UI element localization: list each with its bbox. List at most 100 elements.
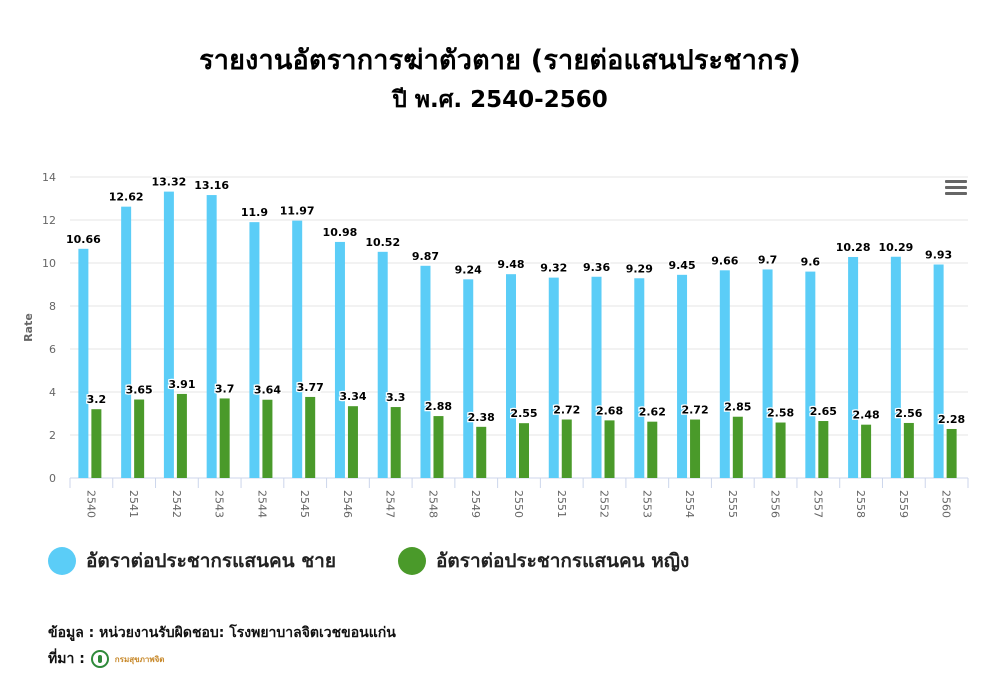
x-tick-label: 2540	[84, 490, 97, 518]
chart-subtitle: ปี พ.ศ. 2540-2560	[392, 87, 608, 113]
x-tick-label: 2560	[940, 490, 953, 518]
x-tick-label: 2541	[127, 490, 140, 518]
data-label: 10.98	[323, 226, 358, 239]
bar-female	[433, 416, 444, 478]
data-label: 9.32	[540, 262, 567, 275]
legend-item-female[interactable]: อัตราต่อประชากรแสนคน หญิง	[398, 546, 689, 576]
y-tick-label: 8	[49, 300, 56, 313]
data-label: 9.6	[801, 256, 821, 269]
x-tick-label: 2551	[555, 490, 568, 518]
x-tick-label: 2558	[854, 490, 867, 518]
bar-male	[719, 270, 730, 478]
bar-male	[163, 191, 174, 478]
bar-male	[377, 251, 388, 478]
data-label: 3.2	[87, 393, 107, 406]
bar-female	[134, 399, 145, 478]
bar-female	[561, 419, 572, 478]
bar-female	[262, 399, 273, 478]
reference-org: กรมสุขภาพจิต	[114, 654, 165, 664]
x-tick-label: 2553	[640, 490, 653, 518]
legend-dot-female	[398, 547, 426, 575]
chart-title: รายงานอัตราการฆ่าตัวตาย (รายต่อแสนประชาก…	[199, 45, 801, 76]
bar-female	[390, 407, 401, 478]
data-label: 2.65	[810, 405, 837, 418]
y-tick-label: 14	[42, 171, 56, 184]
data-label: 11.9	[241, 206, 268, 219]
data-label: 2.62	[639, 406, 666, 419]
bar-male	[78, 248, 89, 478]
bar-male	[548, 277, 559, 478]
data-label: 9.24	[455, 263, 482, 276]
bar-male	[334, 241, 345, 478]
data-label: 2.38	[468, 411, 495, 424]
department-logo-icon	[90, 650, 109, 668]
bar-female	[818, 421, 829, 478]
bar-female	[219, 398, 230, 478]
bar-female	[861, 424, 872, 478]
data-label: 2.58	[767, 407, 794, 420]
legend-label-male: อัตราต่อประชากรแสนคน ชาย	[86, 550, 336, 572]
bar-female	[476, 426, 487, 478]
data-label: 9.7	[758, 253, 778, 266]
y-tick-label: 0	[49, 472, 56, 485]
data-label: 2.48	[853, 409, 880, 422]
bar-male	[848, 256, 859, 478]
x-tick-label: 2550	[512, 490, 525, 518]
bar-male	[420, 265, 431, 478]
y-tick-label: 12	[42, 214, 56, 227]
x-tick-label: 2547	[384, 490, 397, 518]
bar-male	[762, 269, 773, 478]
bar-male	[890, 256, 901, 478]
bar-male	[805, 271, 816, 478]
data-label: 9.87	[412, 250, 439, 263]
bar-female	[775, 422, 786, 478]
x-tick-label: 2542	[170, 490, 183, 518]
x-tick-label: 2546	[341, 490, 354, 518]
data-label: 3.7	[215, 382, 235, 395]
legend-item-male[interactable]: อัตราต่อประชากรแสนคน ชาย	[48, 546, 336, 576]
x-tick-label: 2556	[769, 490, 782, 518]
bar-female	[647, 421, 658, 478]
bar-male	[933, 264, 944, 478]
y-tick-label: 6	[49, 343, 56, 356]
reference-line: ที่มา : กรมสุขภาพจิต	[48, 648, 164, 670]
bar-female	[903, 422, 914, 478]
data-label: 10.66	[66, 233, 101, 246]
bar-female	[91, 409, 102, 478]
data-label: 3.77	[297, 381, 324, 394]
data-label: 13.32	[152, 176, 187, 189]
bar-female	[519, 423, 529, 478]
bar-male	[591, 276, 602, 478]
legend-dot-male	[48, 547, 76, 575]
data-label: 2.85	[724, 401, 751, 414]
y-axis-label: Rate	[22, 313, 35, 342]
data-label: 3.3	[386, 391, 406, 404]
bar-female	[176, 393, 187, 478]
bar-male	[677, 274, 688, 478]
data-label: 9.29	[626, 262, 653, 275]
data-label: 9.45	[668, 259, 695, 272]
bar-male	[206, 195, 217, 478]
data-label: 3.64	[254, 384, 281, 397]
x-tick-label: 2554	[683, 490, 696, 518]
data-label: 9.48	[497, 258, 524, 271]
data-label: 2.72	[681, 404, 708, 417]
data-label: 11.97	[280, 205, 315, 218]
x-tick-label: 2544	[255, 490, 268, 518]
x-tick-label: 2545	[298, 490, 311, 518]
data-label: 2.55	[510, 407, 537, 420]
data-label: 2.72	[553, 404, 580, 417]
data-label: 10.28	[836, 241, 871, 254]
bar-male	[463, 279, 474, 478]
x-tick-label: 2548	[426, 490, 439, 518]
hamburger-menu-icon[interactable]	[945, 180, 967, 198]
x-tick-label: 2557	[811, 490, 824, 518]
bar-female	[305, 396, 316, 478]
data-label: 3.91	[168, 378, 195, 391]
data-label: 3.34	[339, 390, 366, 403]
bar-female	[347, 406, 358, 478]
bar-male	[121, 206, 132, 479]
x-tick-label: 2555	[726, 490, 739, 518]
data-label: 2.28	[938, 413, 965, 426]
